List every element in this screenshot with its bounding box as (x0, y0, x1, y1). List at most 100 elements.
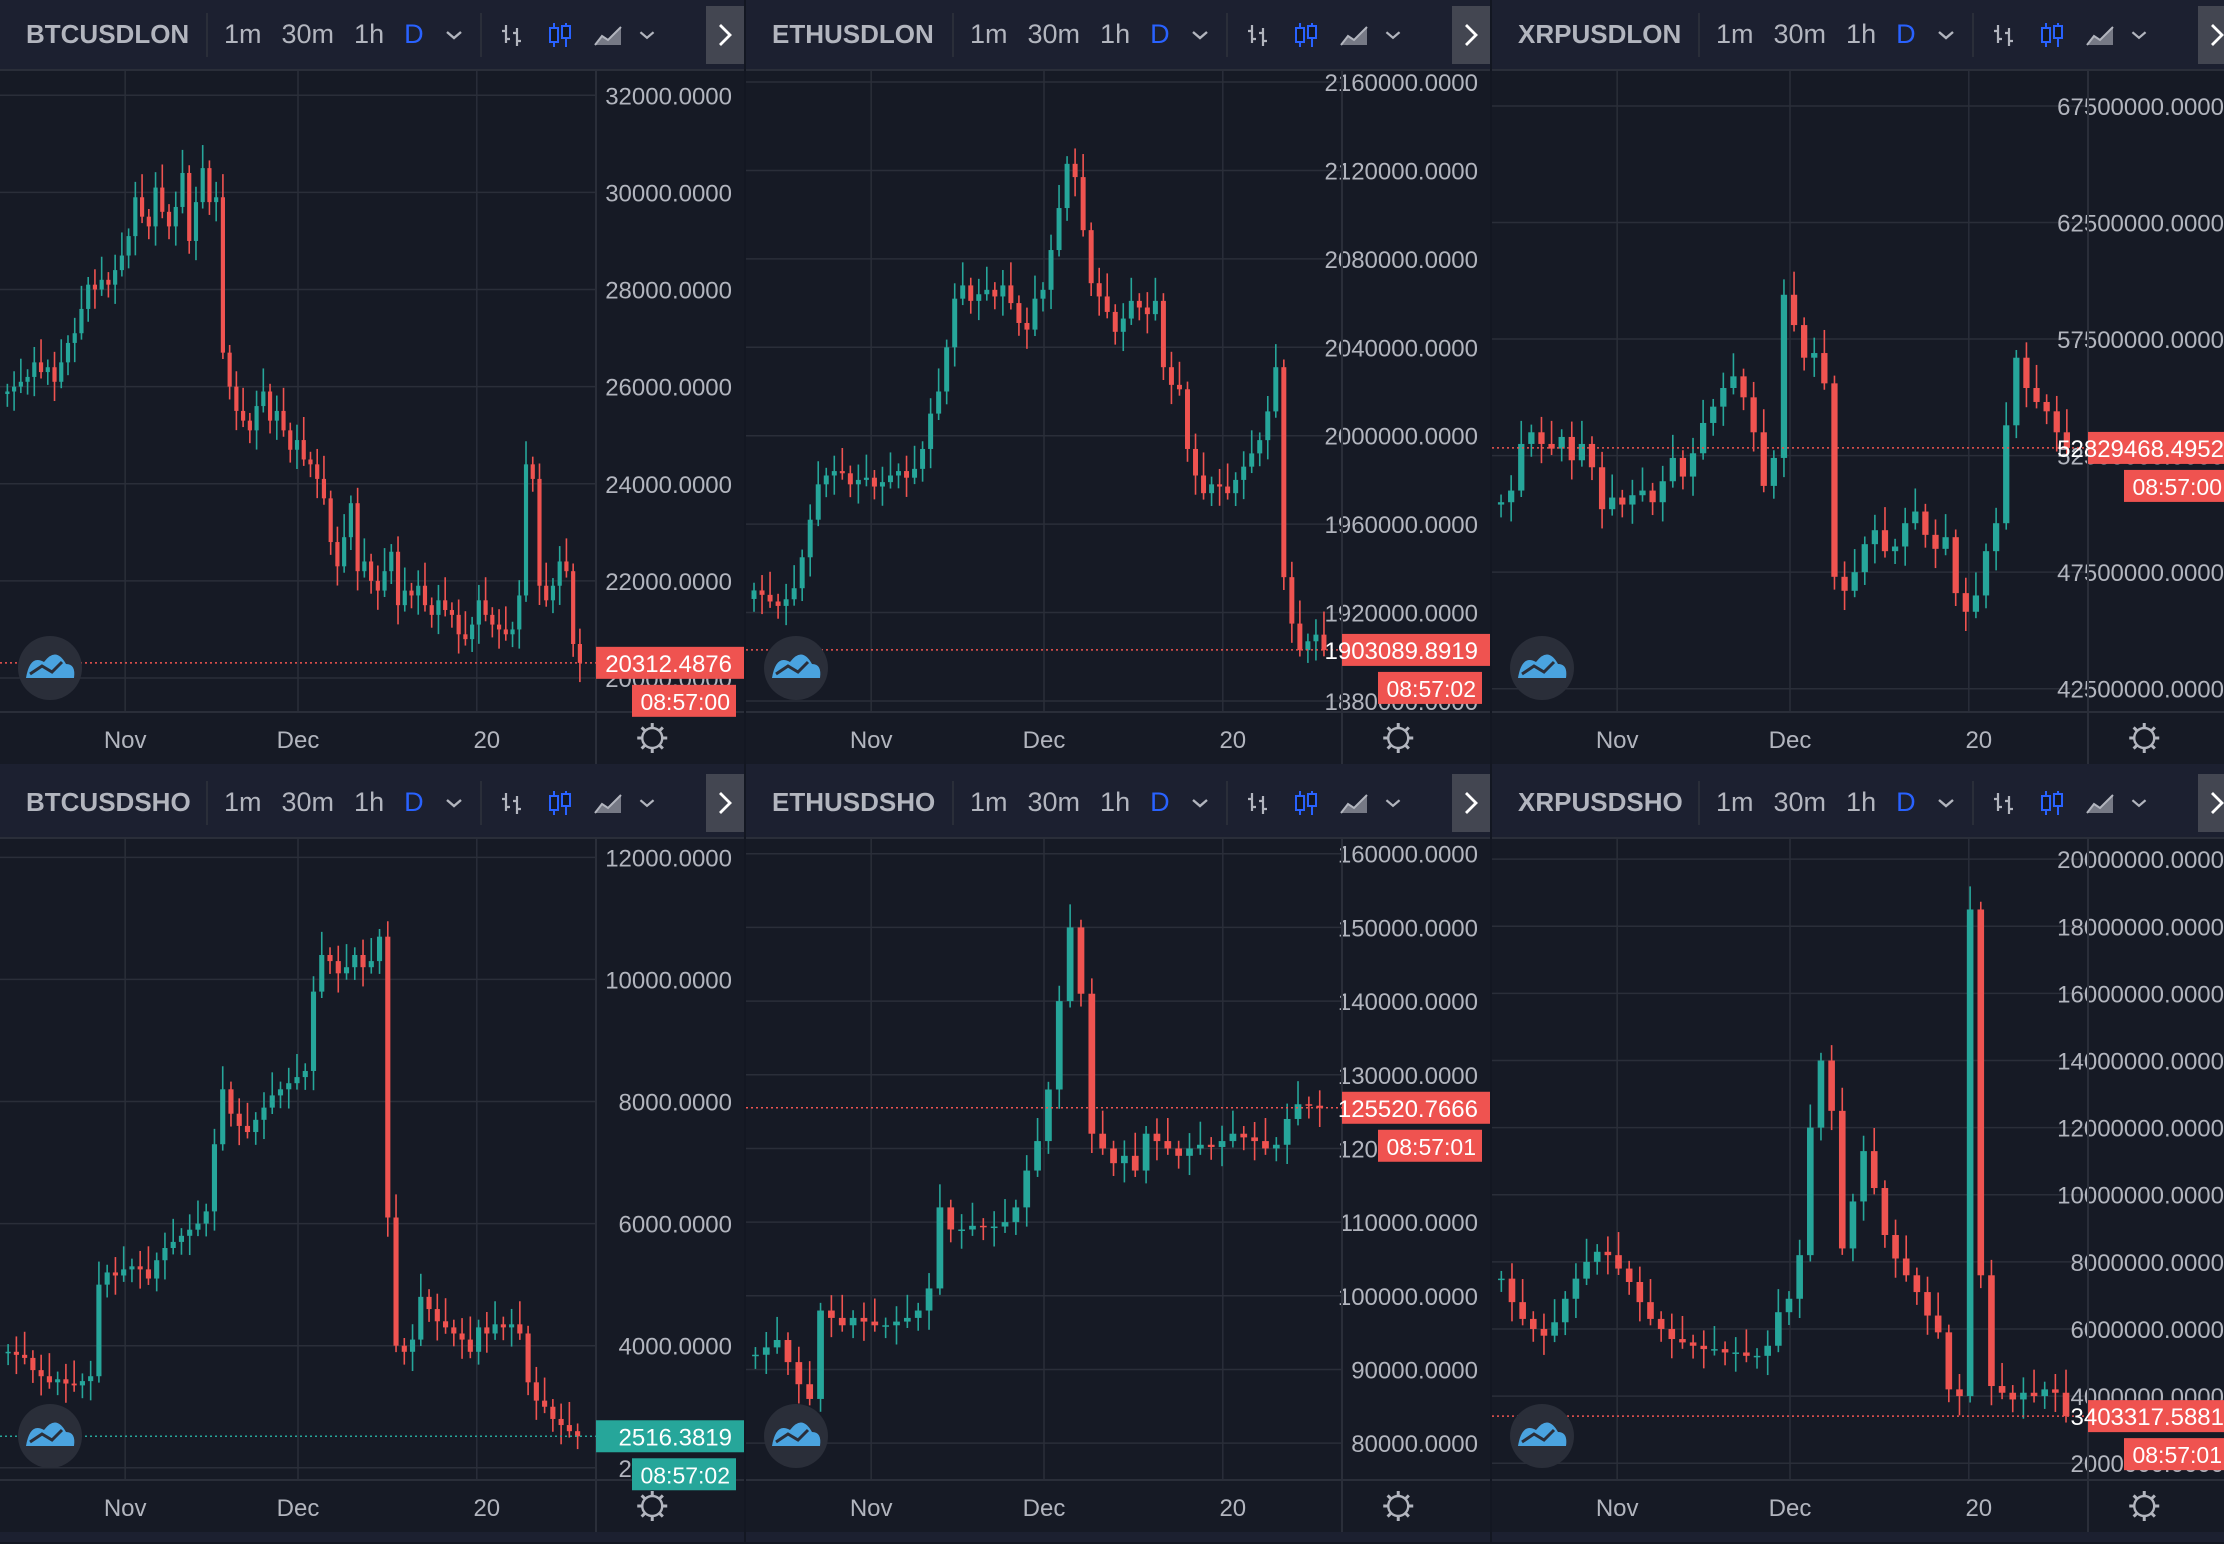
timeframe-30m[interactable]: 30m (1773, 787, 1827, 817)
chart-panel-btcusdsho[interactable]: BTCUSDSHO 1m 30m 1h D 12000.0000 10000.0000 800… (0, 768, 744, 1542)
symbol-name[interactable]: XRPUSDSHO (1518, 787, 1683, 817)
chevron-right-icon[interactable] (706, 6, 744, 64)
timeframe-1m[interactable]: 1m (1716, 19, 1754, 49)
timeframe-1h[interactable]: 1h (354, 787, 385, 817)
chevron-right-icon[interactable] (2198, 6, 2224, 64)
chevron-down-icon[interactable] (1180, 768, 1220, 837)
candlestick-chart[interactable]: 160000.0000 150000.0000 140000.0000 130000.… (746, 839, 1490, 1532)
candle-body (281, 410, 286, 431)
chevron-down-icon[interactable] (2124, 0, 2154, 69)
timeframe-d[interactable]: D (1896, 19, 1916, 49)
chevron-right-icon[interactable] (1452, 774, 1490, 832)
candlestick-chart[interactable]: 67500000.0000 62500000.0000 57500000.0000 5… (1492, 71, 2224, 764)
chevron-right-icon[interactable] (1452, 6, 1490, 64)
chevron-right-icon[interactable] (2198, 774, 2224, 832)
candlestick-chart[interactable]: 12000.0000 10000.0000 8000.0000 6000.0000 40… (0, 839, 744, 1532)
candle-body (1186, 1148, 1193, 1156)
chevron-down-icon[interactable] (1926, 768, 1966, 837)
timeframe-1m[interactable]: 1m (970, 787, 1008, 817)
timeframe-d[interactable]: D (1896, 787, 1916, 817)
chevron-down-icon[interactable] (434, 768, 474, 837)
chevron-down-icon[interactable] (1378, 768, 1408, 837)
bar-chart-icon[interactable] (488, 0, 536, 69)
chart-panel-ethusdsho[interactable]: ETHUSDSHO 1m 30m 1h D 160000.0000 150000.0000 1… (746, 768, 1490, 1542)
candlestick-chart[interactable]: 32000.0000 30000.0000 28000.0000 26000.0000… (0, 71, 744, 764)
bar-chart-icon[interactable] (1234, 0, 1282, 69)
cloud-logo-icon[interactable] (1510, 1404, 1574, 1468)
symbol-name[interactable]: BTCUSDLON (26, 19, 190, 49)
gear-icon[interactable] (2129, 723, 2160, 753)
area-chart-icon[interactable] (2076, 0, 2124, 69)
cloud-logo-icon[interactable] (764, 1404, 828, 1468)
candles-icon[interactable] (2028, 0, 2076, 69)
timeframe-1h[interactable]: 1h (1100, 19, 1131, 49)
timeframe-1m[interactable]: 1m (970, 19, 1008, 49)
chevron-down-icon[interactable] (632, 768, 662, 837)
candle (443, 577, 448, 617)
chevron-down-icon[interactable] (1378, 0, 1408, 69)
timeframe-1h[interactable]: 1h (1846, 19, 1877, 49)
cloud-logo-icon[interactable] (1510, 636, 1574, 700)
timeframe-1m[interactable]: 1m (224, 19, 262, 49)
chart-panel-xrpusdsho[interactable]: XRPUSDSHO 1m 30m 1h D 20000000.0000 18000000.0… (1492, 768, 2224, 1542)
chevron-down-icon[interactable] (1926, 0, 1966, 69)
bar-chart-icon[interactable] (1234, 768, 1282, 837)
timeframe-d[interactable]: D (404, 19, 424, 49)
timeframe-1m[interactable]: 1m (224, 787, 262, 817)
timeframe-1m[interactable]: 1m (1716, 787, 1754, 817)
bar-chart-icon[interactable] (1980, 768, 2028, 837)
candle-body (1508, 490, 1515, 503)
timeframe-30m[interactable]: 30m (1027, 787, 1081, 817)
cloud-logo-icon[interactable] (764, 636, 828, 700)
area-chart-icon[interactable] (584, 0, 632, 69)
gear-icon[interactable] (637, 1491, 668, 1521)
candlestick-chart[interactable]: 20000000.0000 18000000.0000 16000000.0000 1… (1492, 839, 2224, 1532)
chevron-right-icon[interactable] (706, 774, 744, 832)
symbol-name[interactable]: BTCUSDSHO (26, 787, 191, 817)
timeframe-d[interactable]: D (404, 787, 424, 817)
area-chart-icon[interactable] (2076, 768, 2124, 837)
candle-body (871, 1321, 879, 1326)
gear-icon[interactable] (1383, 723, 1414, 753)
chevron-down-icon[interactable] (434, 0, 474, 69)
timeframe-1h[interactable]: 1h (1100, 787, 1131, 817)
candle-body (2052, 1389, 2059, 1393)
gear-icon[interactable] (1383, 1491, 1414, 1521)
candlestick-chart[interactable]: 2160000.0000 2120000.0000 2080000.0000 2040… (746, 71, 1490, 764)
gear-icon[interactable] (2129, 1491, 2160, 1521)
cloud-logo-icon[interactable] (18, 1404, 82, 1468)
gear-icon[interactable] (637, 723, 668, 753)
last-price-badge (2088, 1400, 2224, 1433)
timeframe-30m[interactable]: 30m (281, 787, 335, 817)
candle (1720, 372, 1727, 426)
symbol-name[interactable]: ETHUSDSHO (772, 787, 936, 817)
timeframe-d[interactable]: D (1150, 19, 1170, 49)
bar-chart-icon[interactable] (488, 768, 536, 837)
candles-icon[interactable] (2028, 768, 2076, 837)
chart-panel-xrpusdlon[interactable]: XRPUSDLON 1m 30m 1h D 67500000.0000 62500000.0… (1492, 0, 2224, 774)
chart-panel-ethusdlon[interactable]: ETHUSDLON 1m 30m 1h D 2160000.0000 2120000.000… (746, 0, 1490, 774)
chevron-down-icon[interactable] (632, 0, 662, 69)
symbol-name[interactable]: XRPUSDLON (1518, 19, 1682, 49)
candles-icon[interactable] (1282, 768, 1330, 837)
area-chart-icon[interactable] (584, 768, 632, 837)
candles-icon[interactable] (536, 0, 584, 69)
chevron-down-icon[interactable] (1180, 0, 1220, 69)
candles-icon[interactable] (536, 768, 584, 837)
chart-panel-btcusdlon[interactable]: BTCUSDLON 1m 30m 1h D 32000.0000 30000.0000 280… (0, 0, 744, 774)
timeframe-1h[interactable]: 1h (1846, 787, 1877, 817)
symbol-name[interactable]: ETHUSDLON (772, 19, 934, 49)
timeframe-d[interactable]: D (1150, 787, 1170, 817)
timeframe-1h[interactable]: 1h (354, 19, 385, 49)
bar-chart-icon[interactable] (1980, 0, 2028, 69)
area-chart-icon[interactable] (1330, 768, 1378, 837)
timeframe-30m[interactable]: 30m (1773, 19, 1827, 49)
area-chart-icon[interactable] (1330, 0, 1378, 69)
candle (1012, 1199, 1020, 1235)
timeframe-30m[interactable]: 30m (1027, 19, 1081, 49)
chevron-down-icon[interactable] (2124, 768, 2154, 837)
candle-body (1689, 453, 1697, 477)
candles-icon[interactable] (1282, 0, 1330, 69)
timeframe-30m[interactable]: 30m (281, 19, 335, 49)
cloud-logo-icon[interactable] (18, 636, 82, 700)
